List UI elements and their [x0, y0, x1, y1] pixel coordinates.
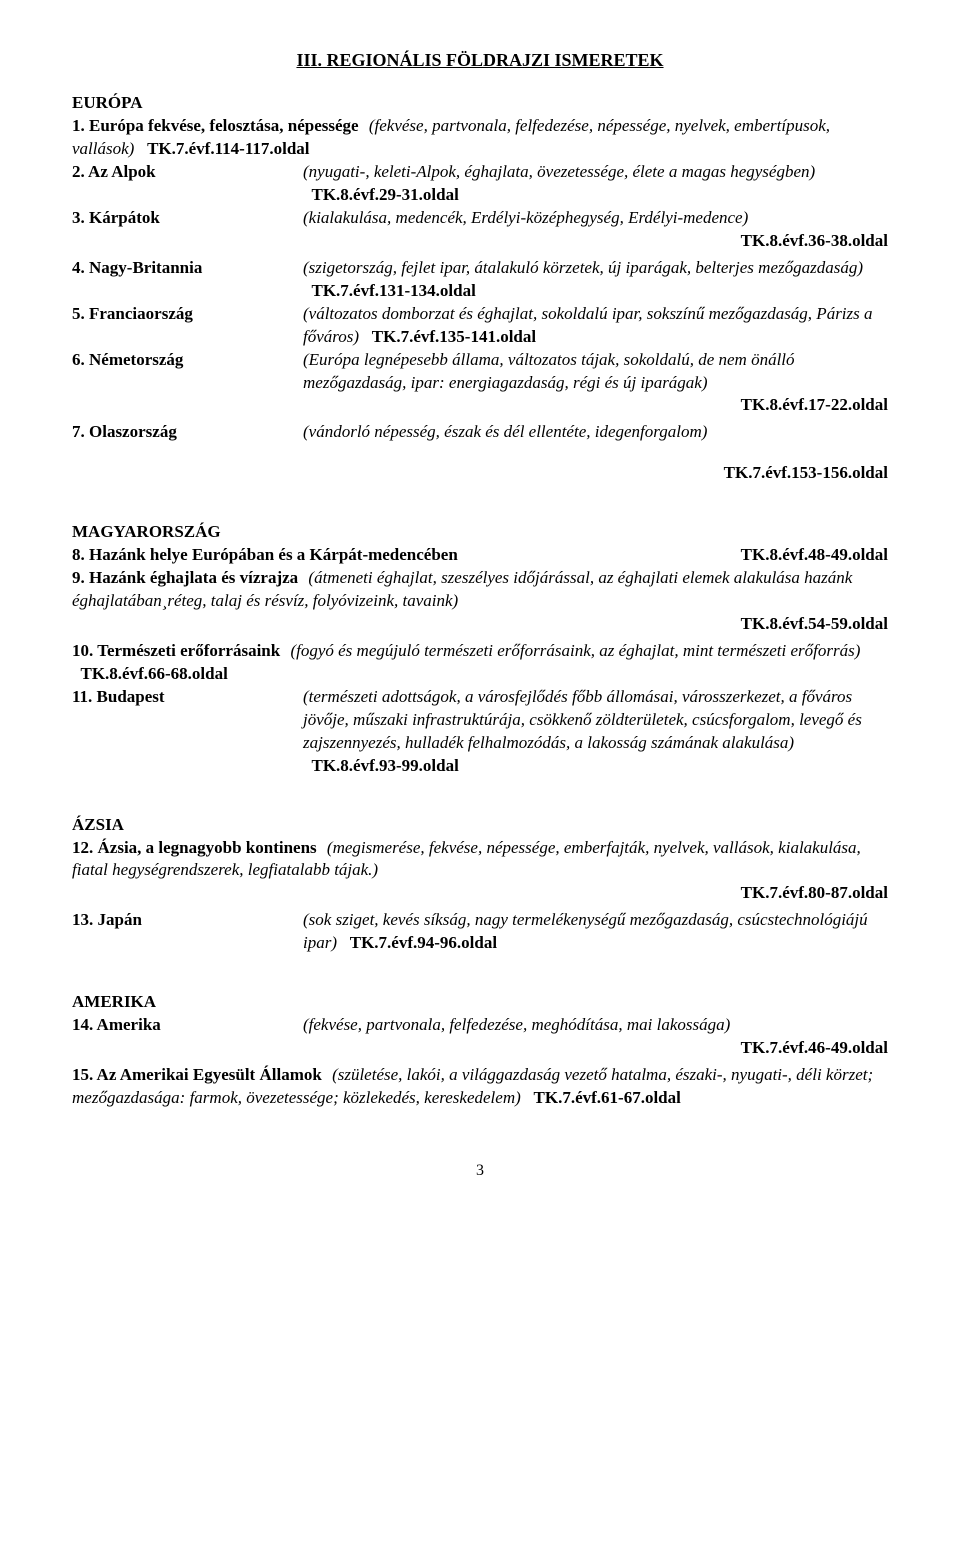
entry-4: 4. Nagy-Britannia (szigetország, fejlet …	[72, 257, 888, 303]
section-azsia: ÁZSIA 12. Ázsia, a legnagyobb kontinens …	[72, 814, 888, 956]
entry-9: 9. Hazánk éghajlata és vízrajza (átmenet…	[72, 567, 888, 613]
entry-4-desc: (szigetország, fejlet ipar, átalakuló kö…	[303, 258, 863, 277]
entry-15-ref: TK.7.évf.61-67.oldal	[534, 1088, 681, 1107]
page-number: 3	[72, 1160, 888, 1182]
entry-6: 6. Németország (Európa legnépesebb állam…	[72, 349, 888, 395]
entry-7: 7. Olaszország (vándorló népesség, észak…	[72, 421, 888, 444]
entry-14-ref: TK.7.évf.46-49.oldal	[72, 1037, 888, 1060]
entry-12-label: 12. Ázsia, a legnagyobb kontinens	[72, 838, 327, 857]
entry-10-desc: (fogyó és megújuló természeti erőforrása…	[290, 641, 860, 660]
entry-2-desc: (nyugati-, keleti-Alpok, éghajlata, övez…	[303, 162, 815, 181]
entry-3-desc: (kialakulása, medencék, Erdélyi-középheg…	[303, 208, 748, 227]
entry-13-ref: TK.7.évf.94-96.oldal	[350, 933, 497, 952]
entry-11-label: 11. Budapest	[72, 686, 303, 709]
section-europa: EURÓPA 1. Európa fekvése, felosztása, né…	[72, 92, 888, 485]
entry-4-label: 4. Nagy-Britannia	[72, 257, 303, 280]
entry-11: 11. Budapest (természeti adottságok, a v…	[72, 686, 888, 778]
entry-11-desc: (természeti adottságok, a városfejlődés …	[303, 687, 862, 752]
section-head-europa: EURÓPA	[72, 92, 888, 115]
entry-5: 5. Franciaország (változatos domborzat é…	[72, 303, 888, 349]
entry-11-ref: TK.8.évf.93-99.oldal	[312, 756, 459, 775]
section-head-magyar: MAGYARORSZÁG	[72, 521, 888, 544]
entry-7-label: 7. Olaszország	[72, 421, 303, 444]
entry-10-ref: TK.8.évf.66-68.oldal	[81, 664, 228, 683]
entry-15-label: 15. Az Amerikai Egyesült Államok	[72, 1065, 332, 1084]
entry-13: 13. Japán (sok sziget, kevés síkság, nag…	[72, 909, 888, 955]
entry-14: 14. Amerika (fekvése, partvonala, felfed…	[72, 1014, 888, 1037]
section-head-amerika: AMERIKA	[72, 991, 888, 1014]
entry-5-label: 5. Franciaország	[72, 303, 303, 326]
entry-6-ref: TK.8.évf.17-22.oldal	[72, 394, 888, 417]
entry-7-desc: (vándorló népesség, észak és dél ellenté…	[303, 422, 707, 441]
entry-15: 15. Az Amerikai Egyesült Államok (szület…	[72, 1064, 888, 1110]
entry-13-label: 13. Japán	[72, 909, 303, 932]
entry-10: 10. Természeti erőforrásaink (fogyó és m…	[72, 640, 888, 686]
entry-2-ref: TK.8.évf.29-31.oldal	[312, 185, 459, 204]
entry-10-label: 10. Természeti erőforrásaink	[72, 641, 290, 660]
entry-8-label: 8. Hazánk helye Európában és a Kárpát-me…	[72, 544, 464, 567]
entry-6-desc: (Európa legnépesebb állama, változatos t…	[303, 350, 795, 392]
entry-2-label: 2. Az Alpok	[72, 161, 303, 184]
entry-8: 8. Hazánk helye Európában és a Kárpát-me…	[72, 544, 888, 567]
entry-9-label: 9. Hazánk éghajlata és vízrajza	[72, 568, 308, 587]
section-magyar: MAGYARORSZÁG 8. Hazánk helye Európában é…	[72, 521, 888, 777]
entry-8-ref: TK.8.évf.48-49.oldal	[741, 544, 888, 567]
entry-2: 2. Az Alpok (nyugati-, keleti-Alpok, égh…	[72, 161, 888, 207]
entry-14-desc: (fekvése, partvonala, felfedezése, meghó…	[303, 1015, 730, 1034]
entry-6-label: 6. Németország	[72, 349, 303, 372]
entry-4-ref: TK.7.évf.131-134.oldal	[312, 281, 476, 300]
entry-1: 1. Európa fekvése, felosztása, népessége…	[72, 115, 888, 161]
entry-12-ref: TK.7.évf.80-87.oldal	[72, 882, 888, 905]
entry-14-label: 14. Amerika	[72, 1014, 303, 1037]
entry-1-ref: TK.7.évf.114-117.oldal	[147, 139, 309, 158]
entry-12: 12. Ázsia, a legnagyobb kontinens (megis…	[72, 837, 888, 883]
section-head-azsia: ÁZSIA	[72, 814, 888, 837]
entry-1-label: 1. Európa fekvése, felosztása, népessége	[72, 116, 369, 135]
page-title: III. REGIONÁLIS FÖLDRAJZI ISMERETEK	[72, 48, 888, 72]
section-amerika: AMERIKA 14. Amerika (fekvése, partvonala…	[72, 991, 888, 1110]
entry-9-ref: TK.8.évf.54-59.oldal	[72, 613, 888, 636]
entry-3-ref: TK.8.évf.36-38.oldal	[72, 230, 888, 253]
entry-3-label: 3. Kárpátok	[72, 207, 303, 230]
entry-3: 3. Kárpátok (kialakulása, medencék, Erdé…	[72, 207, 888, 230]
entry-7-ref: TK.7.évf.153-156.oldal	[72, 462, 888, 485]
entry-5-ref: TK.7.évf.135-141.oldal	[372, 327, 536, 346]
